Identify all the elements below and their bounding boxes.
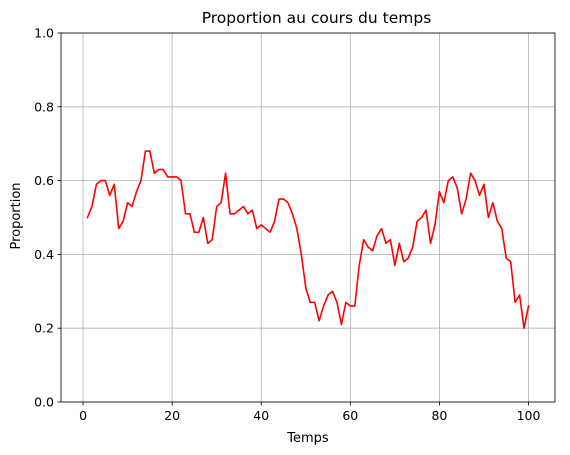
x-tick-label: 0 [79, 408, 87, 423]
x-tick-label: 60 [342, 408, 358, 423]
x-axis-label: Temps [286, 431, 329, 446]
y-tick-label: 0.6 [34, 173, 54, 188]
y-tick-label: 1.0 [34, 26, 54, 41]
y-axis-label: Proportion [9, 182, 24, 249]
chart-title: Proportion au cours du temps [202, 9, 432, 27]
y-tick-label: 0.8 [34, 99, 54, 114]
y-tick-label: 0.2 [34, 321, 54, 336]
y-tick-label: 0.4 [34, 247, 54, 262]
y-tick-label: 0.0 [34, 395, 54, 410]
x-tick-label: 20 [164, 408, 180, 423]
x-tick-label: 100 [517, 408, 541, 423]
x-tick-label: 40 [253, 408, 269, 423]
x-tick-label: 80 [431, 408, 447, 423]
